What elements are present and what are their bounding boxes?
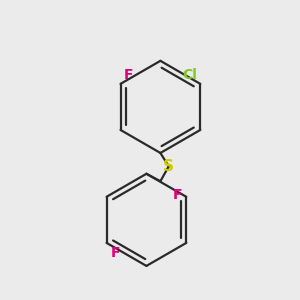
Text: F: F	[124, 68, 133, 83]
Text: F: F	[172, 188, 182, 202]
Text: Cl: Cl	[182, 68, 197, 83]
Text: S: S	[163, 159, 174, 174]
Text: F: F	[111, 246, 121, 260]
